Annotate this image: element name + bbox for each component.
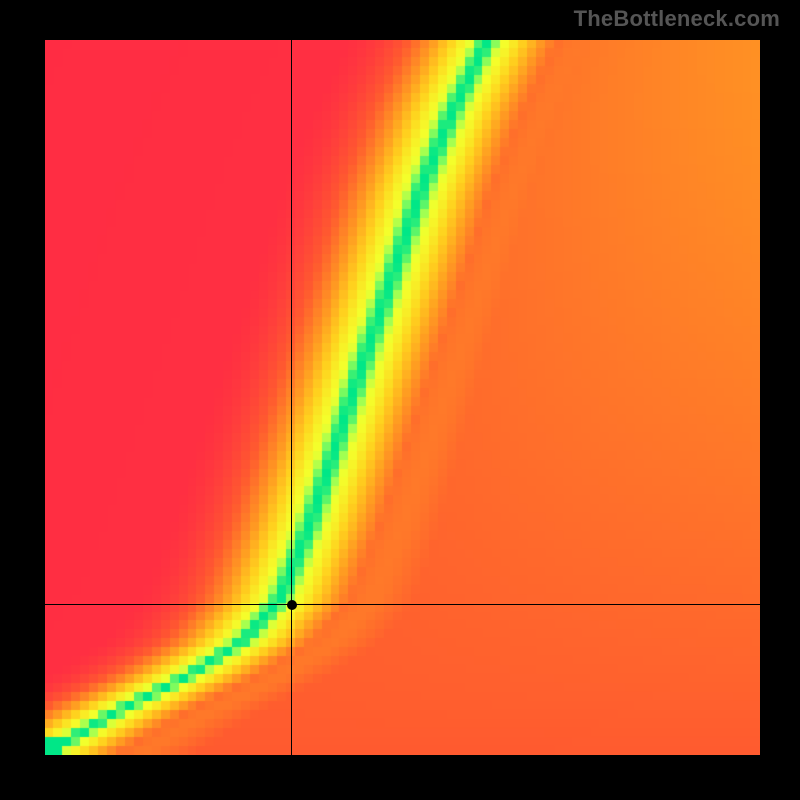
marker-dot <box>287 600 297 610</box>
chart-container: TheBottleneck.com <box>0 0 800 800</box>
watermark-text: TheBottleneck.com <box>574 6 780 32</box>
crosshair-horizontal <box>45 604 760 605</box>
crosshair-vertical <box>291 40 292 755</box>
heatmap-canvas <box>45 40 760 755</box>
